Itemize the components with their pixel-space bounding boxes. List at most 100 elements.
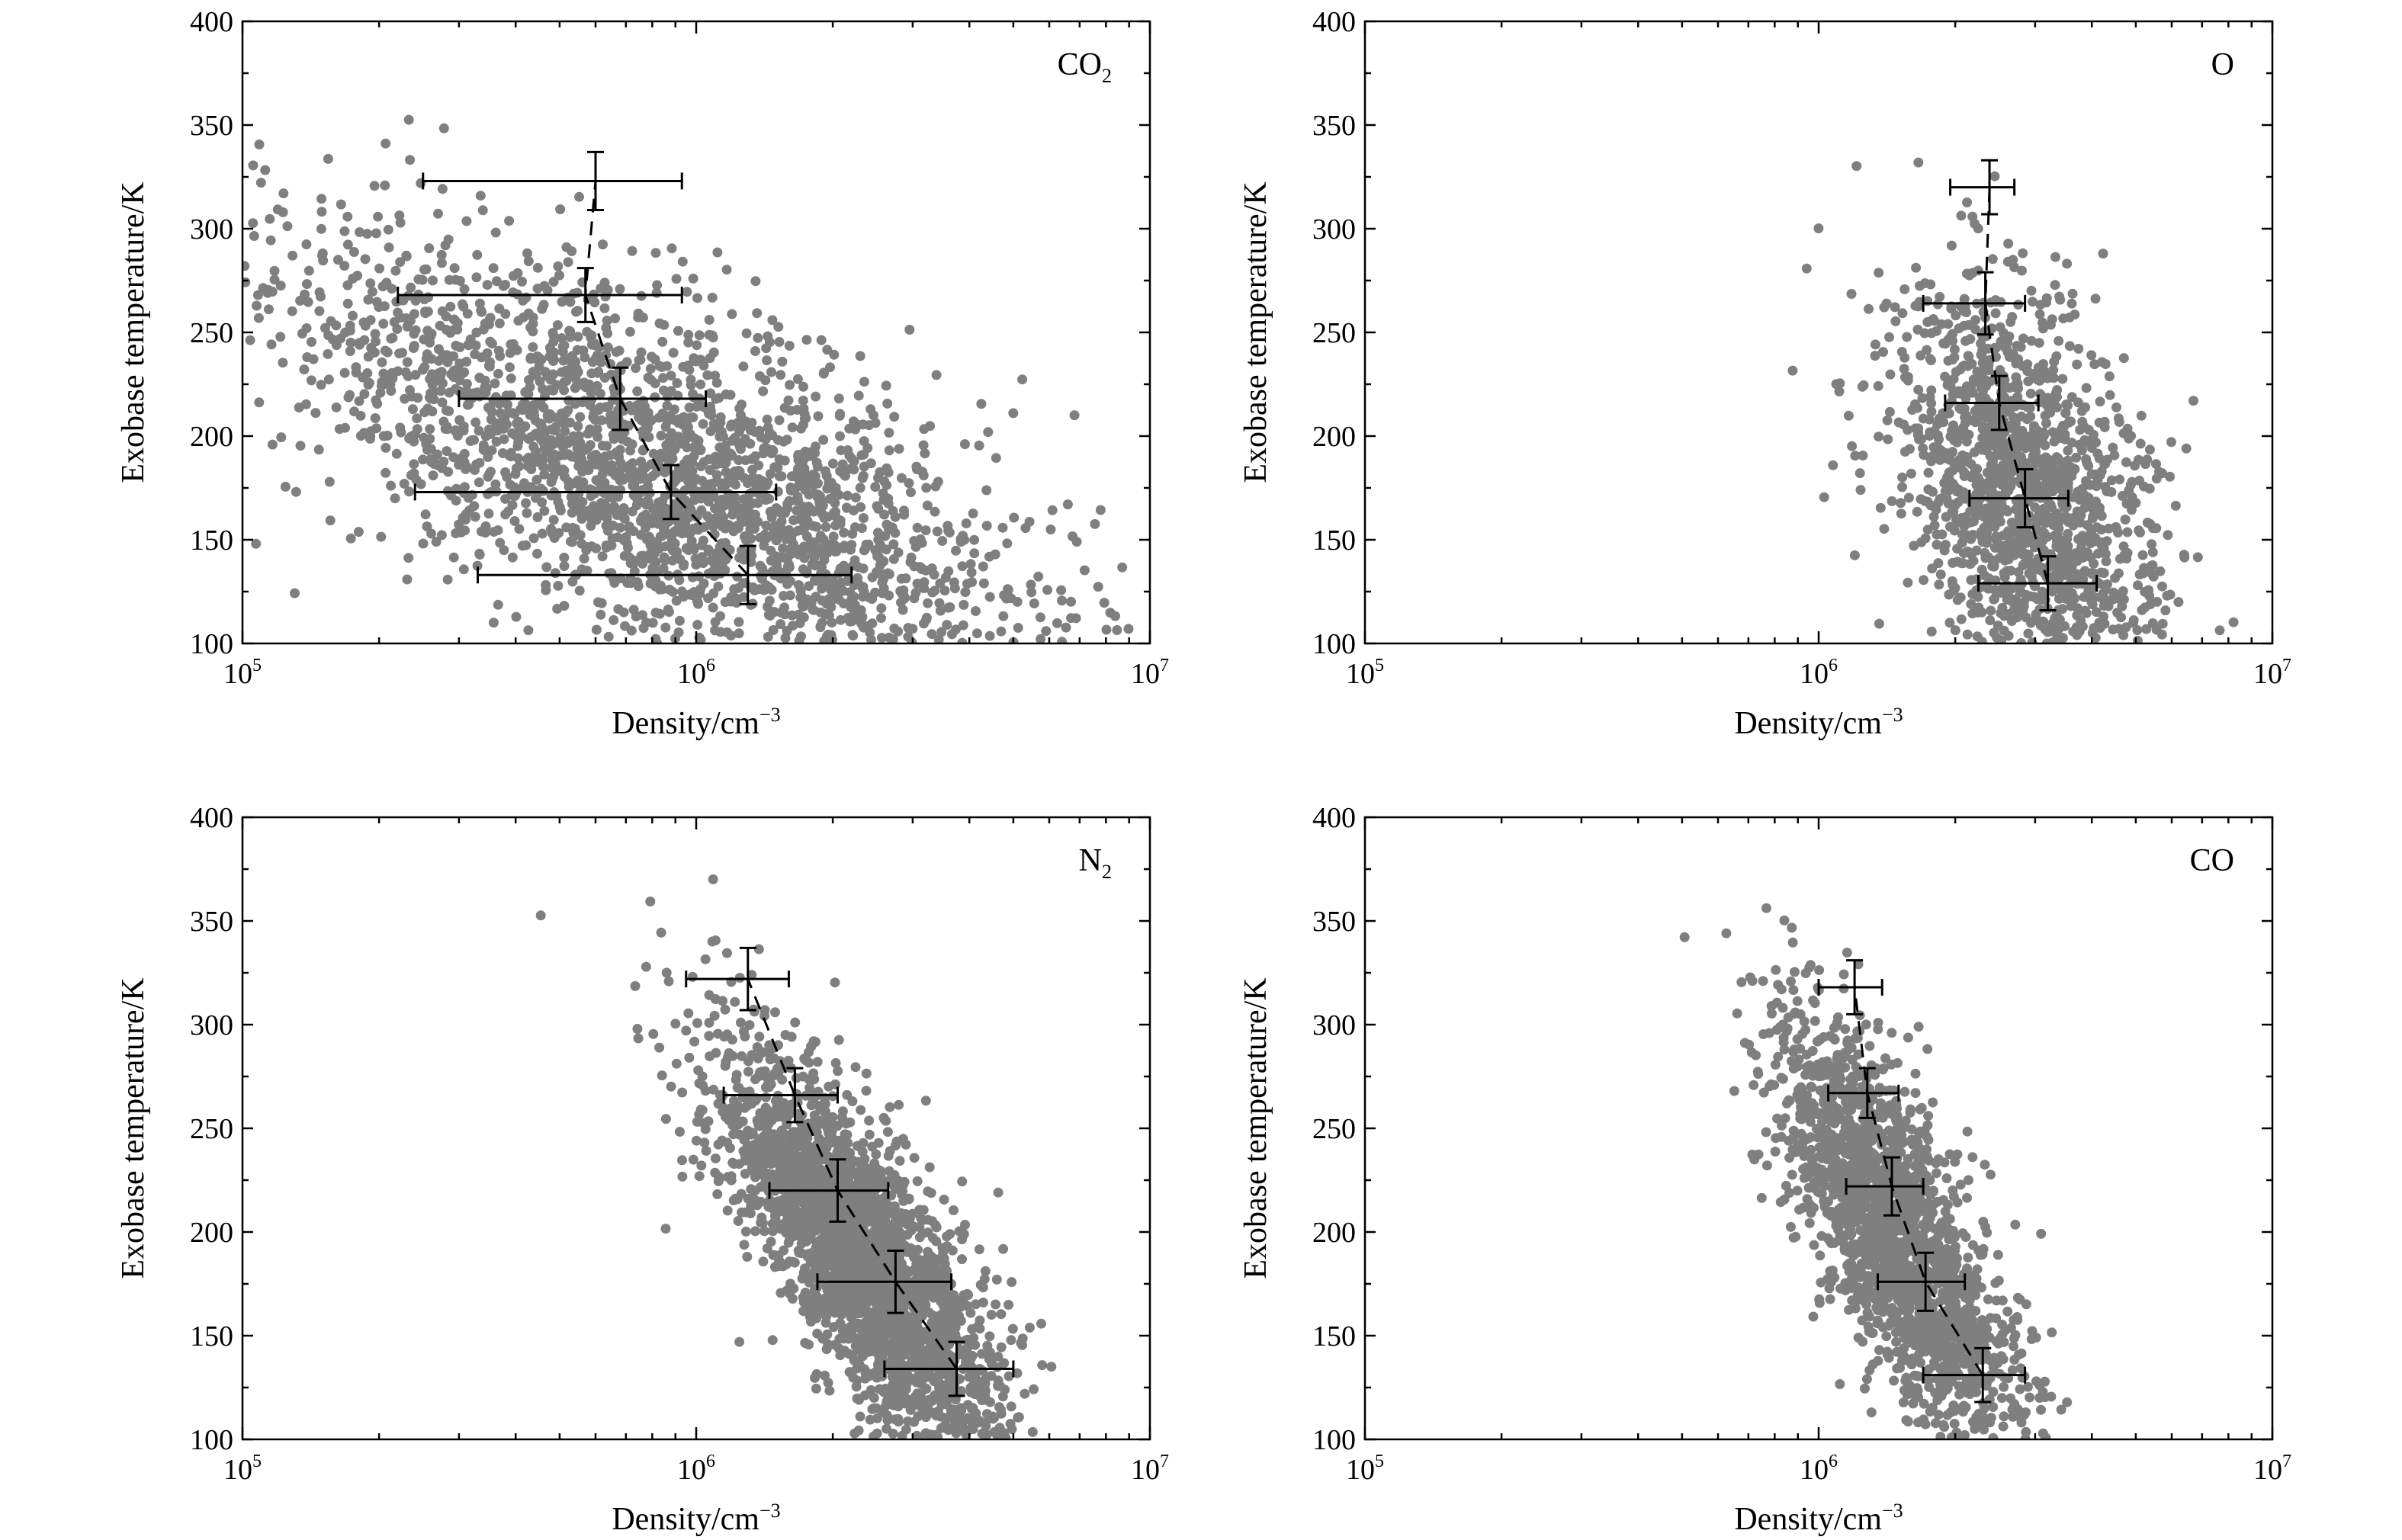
- scatter-points: [1787, 157, 2239, 643]
- scatter-point: [428, 470, 438, 481]
- scatter-point: [490, 479, 501, 489]
- scatter-point: [677, 256, 688, 267]
- scatter-point: [592, 459, 602, 470]
- error-bar: [477, 544, 853, 605]
- scatter-point: [373, 211, 384, 222]
- scatter-point: [345, 346, 355, 356]
- scatter-point: [1903, 577, 1913, 588]
- scatter-point: [759, 1226, 769, 1237]
- scatter-point: [509, 516, 520, 526]
- scatter-point: [550, 568, 560, 579]
- error-bar: [1944, 374, 2040, 432]
- scatter-point: [487, 445, 497, 456]
- scatter-point: [2047, 314, 2057, 325]
- x-axis-title: Density/cm−3: [612, 704, 780, 741]
- x-tick-label: 105: [1346, 656, 1384, 690]
- scatter-point: [586, 514, 597, 525]
- scatter-point: [869, 1393, 879, 1403]
- scatter-point: [802, 478, 813, 489]
- scatter-point: [833, 489, 844, 500]
- scatter-point: [354, 338, 364, 348]
- scatter-point: [758, 1256, 769, 1267]
- scatter-point: [301, 239, 312, 249]
- scatter-point: [666, 243, 677, 254]
- scatter-point: [650, 248, 661, 258]
- scatter-point: [785, 482, 796, 492]
- scatter-point: [2128, 615, 2139, 625]
- scatter-point: [636, 550, 647, 561]
- scatter-point: [2038, 364, 2048, 375]
- scatter-point: [342, 280, 353, 290]
- scatter-point: [401, 250, 412, 261]
- scatter-point: [739, 554, 749, 565]
- scatter-point: [451, 274, 461, 285]
- scatter-point: [765, 469, 776, 480]
- scatter-point: [2121, 457, 2131, 467]
- scatter-point: [565, 326, 576, 337]
- scatter-point: [872, 550, 882, 561]
- scatter-point: [804, 581, 814, 592]
- scatter-point: [402, 574, 413, 585]
- scatter-point: [483, 509, 494, 519]
- scatter-point: [381, 467, 391, 478]
- scatter-point: [766, 367, 776, 377]
- scatter-point: [2058, 545, 2069, 556]
- scatter-point: [949, 577, 959, 588]
- scatter-point: [460, 525, 470, 536]
- scatter-point: [1946, 303, 1957, 314]
- scatter-point: [1009, 512, 1020, 523]
- scatter-point: [517, 276, 527, 287]
- scatter-point: [507, 500, 518, 510]
- scatter-point: [2120, 515, 2131, 525]
- scatter-point: [811, 576, 821, 586]
- scatter-point: [2079, 566, 2090, 576]
- scatter-point: [878, 495, 889, 505]
- scatter-point: [2067, 288, 2078, 299]
- scatter-point: [369, 181, 380, 191]
- scatter-point: [267, 439, 278, 450]
- scatter-point: [738, 494, 749, 505]
- scatter-point: [518, 295, 528, 306]
- scatter-point: [771, 551, 782, 562]
- scatter-point: [1988, 432, 1999, 442]
- scatter-point: [2072, 359, 2082, 370]
- scatter-point: [915, 537, 926, 547]
- scatter-point: [609, 614, 619, 625]
- scatter-point: [996, 626, 1007, 637]
- scatter-point: [1847, 441, 1858, 451]
- scatter-point: [672, 378, 682, 388]
- scatter-point: [755, 532, 766, 543]
- scatter-point: [1123, 624, 1134, 634]
- scatter-point: [2110, 573, 2121, 583]
- scatter-point: [2040, 440, 2050, 451]
- scatter-point: [553, 261, 564, 271]
- scatter-point: [919, 424, 930, 435]
- scatter-point: [1033, 571, 1044, 582]
- scatter-point: [323, 374, 334, 385]
- scatter-point: [1029, 598, 1039, 608]
- scatter-point: [443, 467, 454, 477]
- scatter-point: [1052, 618, 1062, 628]
- scatter-point: [2005, 538, 2016, 549]
- scatter-point: [1987, 254, 1998, 265]
- scatter-point: [1932, 430, 1943, 441]
- scatter-point: [2060, 408, 2071, 419]
- scatter-point: [806, 597, 817, 608]
- scatter-point: [2163, 530, 2173, 541]
- scatter-point: [2016, 451, 2026, 462]
- scatter-point: [427, 406, 438, 417]
- scatter-point: [760, 495, 771, 505]
- scatter-point: [538, 431, 548, 441]
- scatter-point: [697, 476, 708, 486]
- scatter-point: [715, 611, 725, 621]
- error-bar: [422, 150, 683, 212]
- scatter-point: [454, 358, 465, 369]
- scatter-point: [679, 592, 689, 602]
- scatter-point: [2124, 433, 2134, 444]
- scatter-point: [674, 615, 685, 626]
- scatter-point: [662, 464, 673, 475]
- scatter-point: [619, 419, 629, 430]
- scatter-point: [792, 374, 803, 384]
- scatter-point: [827, 458, 838, 469]
- scatter-point: [1943, 319, 1954, 329]
